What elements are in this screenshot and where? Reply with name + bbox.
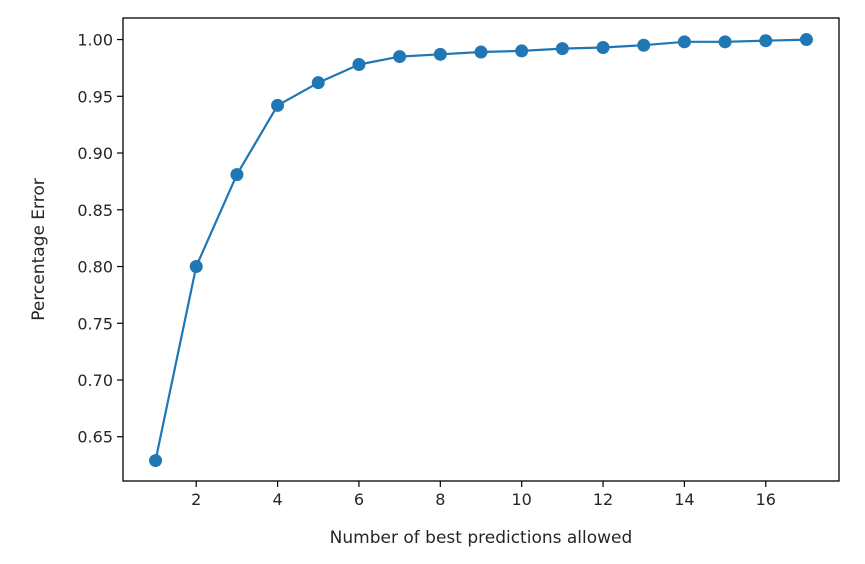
y-tick-label: 1.00 [77,31,113,50]
y-tick-label: 0.85 [77,201,113,220]
y-axis-label: Percentage Error [29,178,49,320]
x-tick-label: 8 [435,490,445,509]
x-axis-label: Number of best predictions allowed [330,528,633,548]
data-point [230,168,244,182]
data-point [596,41,610,55]
data-point [799,33,813,47]
x-axis: 2 4 6 8 10 12 14 16 [191,481,776,509]
x-tick-label: 16 [756,490,776,509]
data-point [515,44,529,58]
plot-frame [122,17,840,482]
data-point [149,454,163,468]
x-tick-label: 12 [593,490,613,509]
y-tick-label: 0.70 [77,371,113,390]
series-line [154,38,807,461]
y-axis: 0.65 0.70 0.75 0.80 0.85 0.90 0.95 1.00 [77,31,123,447]
data-point [433,47,447,61]
x-tick-label: 6 [354,490,364,509]
x-tick-label: 4 [272,490,282,509]
x-tick-label: 2 [191,490,201,509]
data-point [352,58,366,72]
data-point [718,35,732,49]
y-tick-label: 0.65 [77,428,113,447]
data-point [311,76,325,90]
x-tick-label: 14 [674,490,694,509]
plot-area [122,17,840,482]
data-point [759,34,773,48]
y-tick-label: 0.90 [77,144,113,163]
x-tick-label: 10 [512,490,532,509]
data-point [474,45,488,59]
data-point [555,42,569,56]
y-tick-label: 0.95 [77,87,113,106]
data-point [677,35,691,49]
data-point [271,98,285,112]
series-layer [149,33,813,468]
data-point [189,260,203,274]
y-tick-label: 0.75 [77,314,113,333]
y-tick-label: 0.80 [77,258,113,277]
data-point [393,50,407,64]
data-point [637,38,651,52]
